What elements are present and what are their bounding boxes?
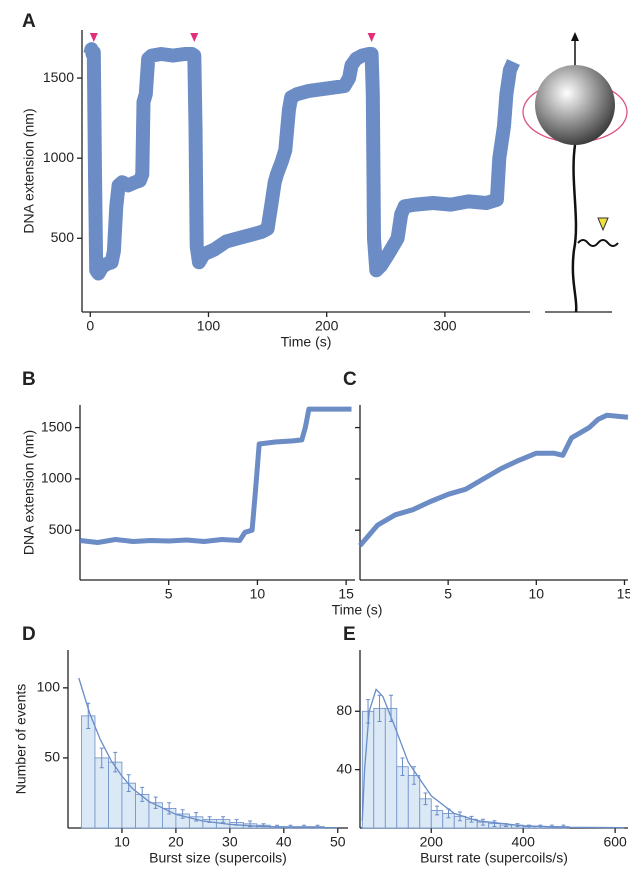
fit-curve <box>78 677 338 829</box>
error-bar <box>113 751 118 773</box>
error-bar <box>167 802 172 815</box>
y-axis-label: DNA extension (nm) <box>21 108 37 233</box>
y-tick-label: 50 <box>44 749 60 765</box>
x-tick-label: 40 <box>276 834 292 850</box>
panel-label: A <box>22 11 36 32</box>
error-bar <box>99 747 104 769</box>
event-arrow <box>190 33 199 42</box>
error-bar <box>423 792 428 806</box>
x-tick-label: 30 <box>222 834 238 850</box>
x-tick-label: 0 <box>86 318 94 334</box>
x-tick-label: 200 <box>315 318 339 334</box>
x-tick-label: 15 <box>338 586 354 602</box>
y-axis-label: DNA extension (nm) <box>21 430 37 555</box>
y-tick-label: 40 <box>336 760 352 776</box>
x-tick-label: 50 <box>330 834 346 850</box>
panel-label: E <box>343 624 356 645</box>
y-tick-label: 500 <box>51 229 75 245</box>
error-bar <box>434 805 439 816</box>
error-bar <box>180 809 185 819</box>
error-bar <box>400 757 405 776</box>
y-tick-label: 1500 <box>43 69 74 85</box>
x-axis-label: Burst size (supercoils) <box>149 850 287 866</box>
x-tick-label: 15 <box>617 586 630 602</box>
error-bar <box>457 811 462 822</box>
y-tick-label: 1500 <box>41 418 72 434</box>
error-bar <box>480 818 485 826</box>
panel-label: D <box>22 624 36 645</box>
x-tick-label: 100 <box>197 318 221 334</box>
x-tick-label: 600 <box>603 834 627 850</box>
x-tick-label: 10 <box>529 586 545 602</box>
event-arrow <box>367 33 376 42</box>
error-bar <box>153 796 158 809</box>
y-tick-label: 500 <box>49 521 73 537</box>
y-tick-label: 1000 <box>43 149 74 165</box>
x-tick-label: 10 <box>250 586 266 602</box>
trace <box>79 406 352 545</box>
bar <box>81 715 96 829</box>
x-tick-label: 5 <box>444 586 452 602</box>
panel-label: B <box>22 369 36 390</box>
x-axis-label: Burst rate (supercoils/s) <box>420 850 568 866</box>
x-tick-label: 5 <box>165 586 173 602</box>
event-arrow <box>89 33 98 42</box>
error-bar <box>492 820 497 828</box>
trace <box>83 42 520 281</box>
bar <box>373 707 386 829</box>
bar <box>94 757 109 829</box>
y-tick-label: 80 <box>336 702 352 718</box>
y-tick-label: 100 <box>37 679 61 695</box>
x-tick-label: 300 <box>433 318 457 334</box>
trace <box>358 412 629 548</box>
x-tick-label: 20 <box>168 834 184 850</box>
x-axis-label: Time (s) <box>332 602 383 618</box>
y-tick-label: 1000 <box>41 470 72 486</box>
x-tick-label: 10 <box>114 834 130 850</box>
bead-schematic <box>522 32 628 313</box>
x-tick-label: 200 <box>420 834 444 850</box>
fit-curve <box>361 688 625 829</box>
x-axis-label: Time (s) <box>281 334 332 350</box>
error-bar <box>221 816 226 823</box>
y-axis-label: Number of events <box>13 684 29 795</box>
x-tick-label: 400 <box>512 834 536 850</box>
error-bar <box>140 786 145 802</box>
panel-label: C <box>343 369 357 390</box>
